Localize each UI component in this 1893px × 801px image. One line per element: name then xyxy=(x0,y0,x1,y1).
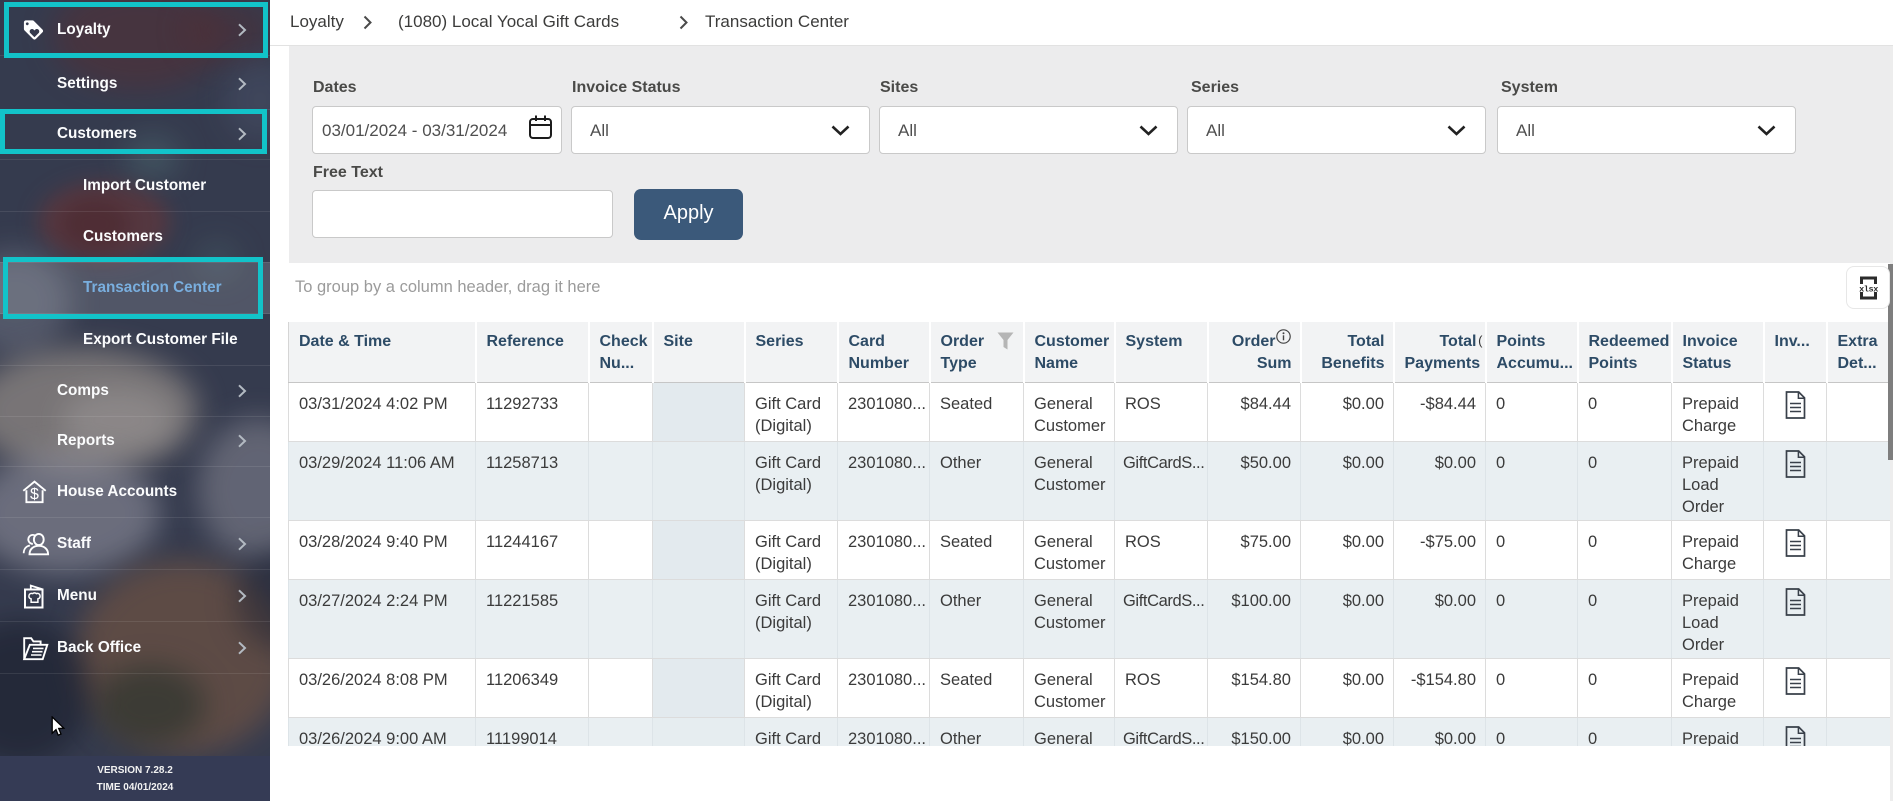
svg-text:$: $ xyxy=(30,486,39,503)
svg-text:xlsx: xlsx xyxy=(1859,285,1878,295)
